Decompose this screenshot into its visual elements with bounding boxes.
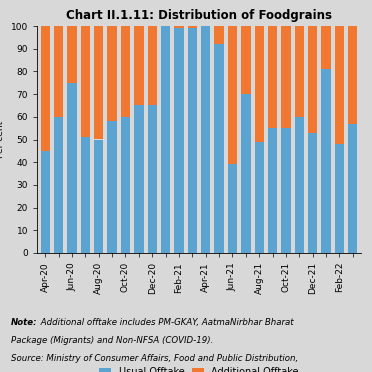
Bar [241, 26, 250, 94]
Bar [254, 26, 264, 142]
Bar [121, 26, 130, 117]
Bar [174, 28, 184, 253]
Bar [241, 94, 250, 253]
Bar [67, 26, 77, 83]
Bar [54, 117, 63, 253]
Bar [67, 83, 77, 253]
Text: Note:: Note: [11, 318, 38, 327]
Bar [254, 142, 264, 253]
Bar [41, 26, 50, 151]
Bar [81, 137, 90, 253]
Bar [335, 144, 344, 253]
Text: Package (Migrants) and Non-NFSA (COVID-19).: Package (Migrants) and Non-NFSA (COVID-1… [11, 336, 214, 345]
Bar [94, 140, 103, 253]
Bar [321, 26, 331, 69]
Bar [268, 128, 277, 253]
Y-axis label: Per cent: Per cent [0, 121, 5, 158]
Bar [108, 121, 117, 253]
Bar [148, 105, 157, 253]
Bar [187, 28, 197, 253]
Bar [268, 26, 277, 128]
Bar [228, 26, 237, 164]
Bar [174, 26, 184, 28]
Bar [108, 26, 117, 121]
Bar [295, 26, 304, 117]
Bar [348, 124, 357, 253]
Bar [161, 26, 170, 253]
Bar [308, 133, 317, 253]
Bar [81, 26, 90, 137]
Bar [94, 26, 103, 140]
Legend: Usual Offtake, Additional Offtake: Usual Offtake, Additional Offtake [99, 367, 299, 372]
Bar [335, 26, 344, 144]
Bar [281, 128, 291, 253]
Bar [134, 26, 144, 105]
Title: Chart II.1.11: Distribution of Foodgrains: Chart II.1.11: Distribution of Foodgrain… [66, 9, 332, 22]
Bar [295, 117, 304, 253]
Text: Additional offtake includes PM-GKAY, AatmaNirbhar Bharat: Additional offtake includes PM-GKAY, Aat… [38, 318, 294, 327]
Bar [321, 69, 331, 253]
Bar [41, 151, 50, 253]
Bar [228, 164, 237, 253]
Bar [187, 26, 197, 28]
Bar [121, 117, 130, 253]
Bar [214, 44, 224, 253]
Bar [134, 105, 144, 253]
Bar [201, 26, 211, 253]
Bar [54, 26, 63, 117]
Text: Source: Ministry of Consumer Affairs, Food and Public Distribution,: Source: Ministry of Consumer Affairs, Fo… [11, 354, 298, 363]
Bar [281, 26, 291, 128]
Bar [214, 26, 224, 44]
Bar [308, 26, 317, 133]
Bar [148, 26, 157, 105]
Bar [348, 26, 357, 124]
